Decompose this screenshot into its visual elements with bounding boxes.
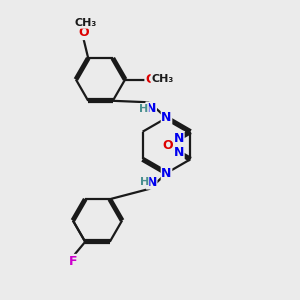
Text: N: N — [146, 102, 156, 115]
Text: CH₃: CH₃ — [75, 18, 97, 28]
Text: H: H — [140, 177, 149, 188]
Text: N: N — [161, 111, 172, 124]
Text: O: O — [78, 26, 89, 40]
Text: N: N — [146, 176, 157, 189]
Text: N: N — [174, 146, 184, 160]
Text: H: H — [139, 103, 148, 114]
Text: CH₃: CH₃ — [151, 74, 173, 85]
Text: O: O — [145, 73, 156, 86]
Text: N: N — [161, 167, 172, 180]
Text: F: F — [69, 254, 77, 268]
Text: O: O — [162, 139, 173, 152]
Text: N: N — [174, 131, 184, 145]
